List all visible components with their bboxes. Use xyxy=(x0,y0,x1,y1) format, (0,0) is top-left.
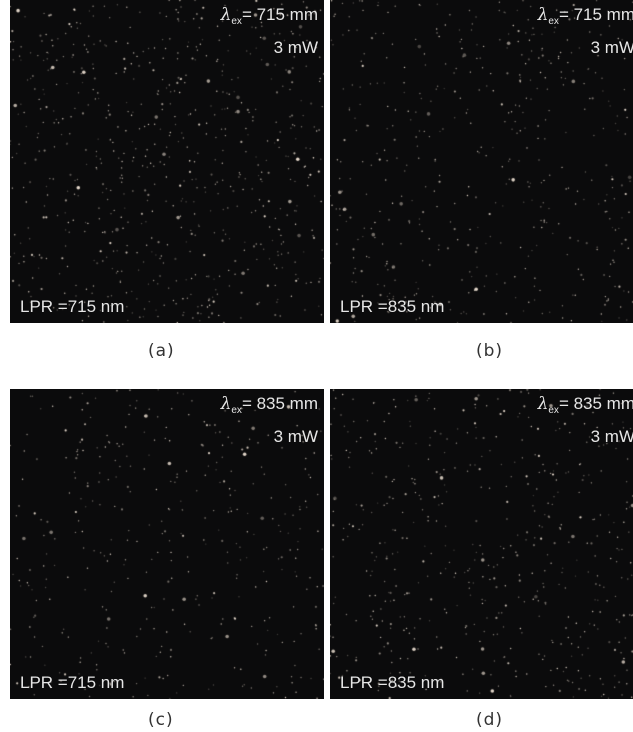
micrograph-panel-d: λex= 835 mm 3 mW LPR =835 nm xyxy=(330,389,633,699)
micrograph-panel-b: λex= 715 mm 3 mW LPR =835 nm xyxy=(330,0,633,323)
excitation-wavelength: = 715 mm xyxy=(558,5,633,24)
lambda-symbol: λ xyxy=(537,394,549,414)
filter-label-a: LPR =715 nm xyxy=(20,297,125,316)
excitation-wavelength: = 835 mm xyxy=(558,394,633,413)
lambda-subscript: ex xyxy=(231,405,242,416)
micrograph-panel-c: λex= 835 mm 3 mW LPR =715 nm xyxy=(10,389,324,699)
filter-label-d: LPR =835 nm xyxy=(340,673,445,692)
power-label: 3 mW xyxy=(273,38,318,57)
power-label: 3 mW xyxy=(273,427,318,446)
lambda-symbol: λ xyxy=(220,394,232,414)
lambda-subscript: ex xyxy=(548,16,559,27)
lambda-symbol: λ xyxy=(220,5,232,25)
excitation-label-d: λex= 835 mm 3 mW xyxy=(538,391,633,450)
lambda-symbol: λ xyxy=(537,5,549,25)
power-label: 3 mW xyxy=(590,38,633,57)
fluorescence-specks-b xyxy=(330,0,633,323)
fluorescence-specks-a xyxy=(10,0,324,323)
filter-label-b: LPR =835 nm xyxy=(340,297,445,316)
excitation-label-c: λex= 835 mm 3 mW xyxy=(221,391,318,450)
excitation-wavelength: = 835 mm xyxy=(241,394,318,413)
caption-c: (c) xyxy=(148,710,174,730)
excitation-wavelength: = 715 mm xyxy=(241,5,318,24)
fluorescence-specks-d xyxy=(330,389,633,699)
lambda-subscript: ex xyxy=(231,16,242,27)
excitation-label-b: λex= 715 mm 3 mW xyxy=(538,2,633,61)
lambda-subscript: ex xyxy=(548,405,559,416)
power-label: 3 mW xyxy=(590,427,633,446)
excitation-label-a: λex= 715 mm 3 mW xyxy=(221,2,318,61)
micrograph-panel-a: λex= 715 mm 3 mW LPR =715 nm xyxy=(10,0,324,323)
fluorescence-specks-c xyxy=(10,389,324,699)
caption-b: (b) xyxy=(476,341,504,361)
caption-d: (d) xyxy=(476,710,504,730)
caption-a: (a) xyxy=(148,341,175,361)
filter-label-c: LPR =715 nm xyxy=(20,673,125,692)
